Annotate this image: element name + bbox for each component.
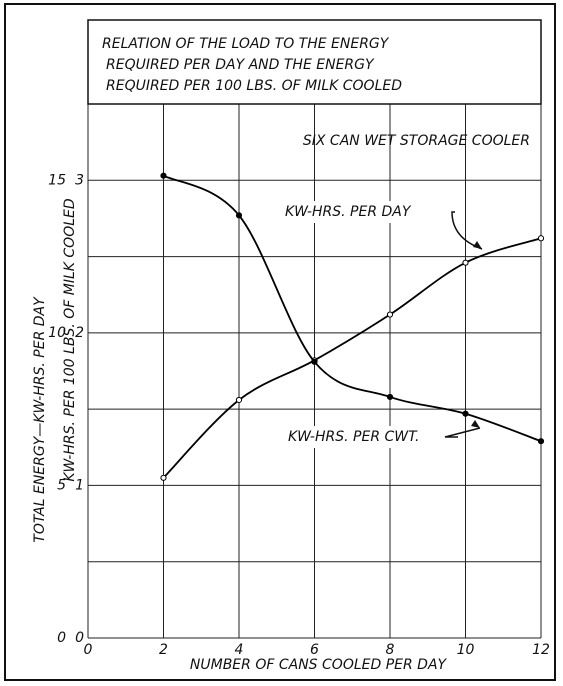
- x-tick-label: 6: [310, 642, 319, 658]
- x-tick-label: 2: [159, 642, 168, 658]
- y2-tick-label: 0: [75, 630, 84, 646]
- chart-title: REQUIRED PER 100 LBS. OF MILK COOLED: [106, 78, 402, 94]
- data-point: [235, 396, 243, 404]
- data-point: [235, 212, 243, 219]
- subtitle: SIX CAN WET STORAGE COOLER: [303, 133, 530, 149]
- y2-tick-label: 2: [75, 325, 84, 341]
- x-tick-label: 10: [457, 642, 475, 658]
- x-tick-label: 0: [84, 642, 93, 658]
- series-label: KW-HRS. PER DAY: [285, 204, 412, 220]
- grid: [87, 103, 542, 639]
- y2-tick-label: 1: [75, 477, 84, 493]
- data-point: [386, 393, 394, 401]
- data-point: [386, 311, 394, 318]
- data-point: [462, 410, 469, 417]
- data-point: [537, 438, 545, 445]
- y-axis-label: TOTAL ENERGY—KW-HRS. PER DAY: [32, 296, 48, 543]
- title-box: [87, 19, 542, 105]
- data-point: [462, 259, 469, 266]
- y-tick-label: 0: [57, 630, 66, 646]
- series-label: KW-HRS. PER CWT.: [288, 429, 419, 445]
- data-point: [311, 358, 318, 365]
- frame: [4, 3, 556, 681]
- x-tick-label: 12: [532, 642, 550, 658]
- arrow: [444, 427, 481, 438]
- label-bg: [281, 201, 451, 223]
- y-tick-label: 10: [48, 325, 66, 341]
- data-point: [160, 474, 167, 481]
- x-tick-label: 8: [386, 642, 395, 658]
- chart-title: RELATION OF THE LOAD TO THE ENERGY: [102, 36, 390, 52]
- x-axis-label: NUMBER OF CANS COOLED PER DAY: [190, 657, 448, 673]
- data-point: [537, 235, 545, 242]
- y2-axis-label: KW-HRS. PER 100 LBS. OF MILK COOLED: [62, 198, 78, 481]
- arrow-head: [471, 420, 480, 428]
- x-tick-label: 4: [235, 642, 244, 658]
- data-point: [160, 172, 167, 179]
- y-tick-label: 15: [48, 172, 66, 188]
- chart-title: REQUIRED PER DAY AND THE ENERGY: [106, 57, 375, 73]
- y-tick-label: 5: [57, 477, 66, 493]
- label-bg: [284, 426, 454, 448]
- arrow-head: [473, 241, 482, 249]
- y2-tick-label: 3: [75, 172, 84, 188]
